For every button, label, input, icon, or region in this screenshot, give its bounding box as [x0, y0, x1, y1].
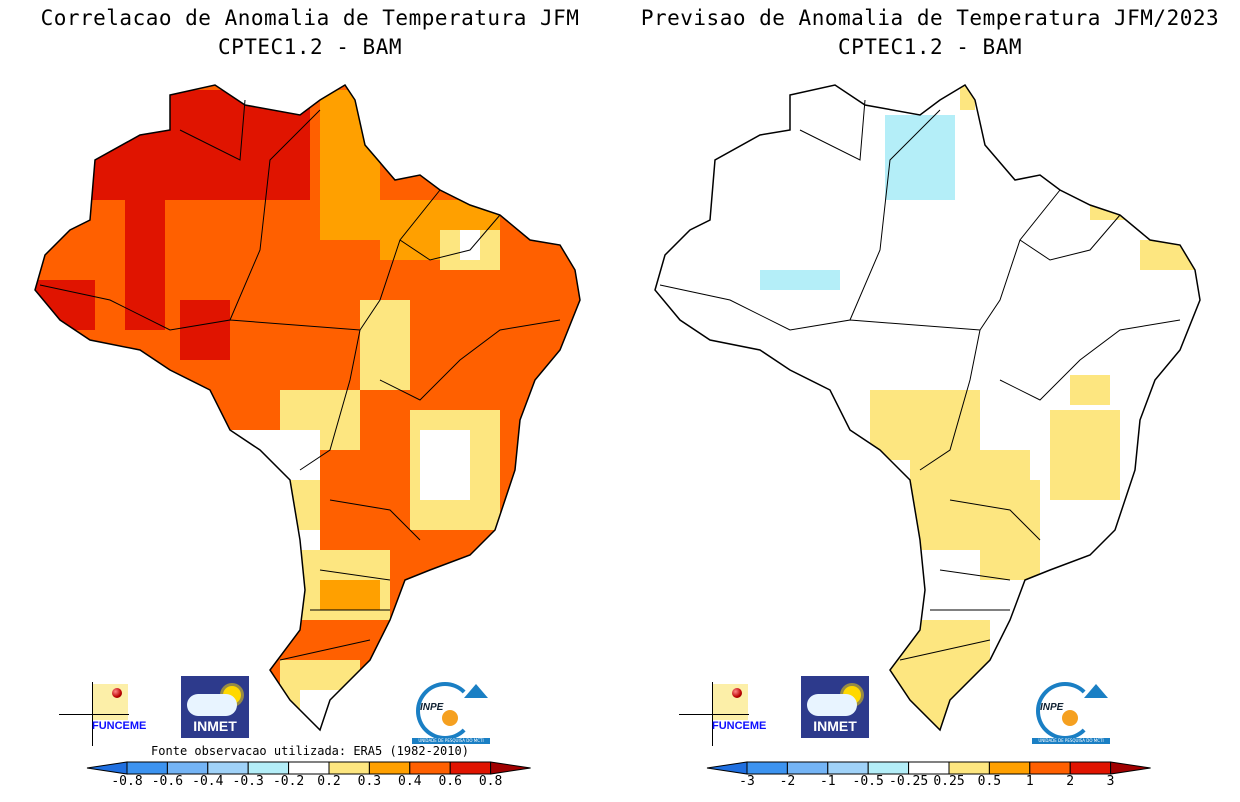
left-colorbar — [86, 761, 531, 775]
state-borders — [659, 99, 1181, 661]
colorbar-tick: -1 — [819, 774, 836, 789]
colorbar-segment — [867, 761, 910, 775]
colorbar-tick: 0.25 — [933, 774, 965, 789]
region-fill — [870, 390, 980, 460]
colorbar-segment — [1029, 761, 1071, 775]
region-fill — [320, 580, 380, 610]
left-colorbar-labels: -0.8 -0.6 -0.4 -0.3 -0.2 0.2 0.3 0.4 0.6… — [0, 774, 620, 790]
region-fill — [760, 270, 840, 290]
right-colorbar-labels: -3 -2 -1 -0.5 -0.25 0.25 0.5 1 2 3 — [620, 774, 1240, 790]
colorbar-tick: 3 — [1106, 774, 1115, 789]
colorbar-right-arrow — [1110, 761, 1151, 775]
colorbar-segment — [166, 761, 209, 775]
colorbar-segment — [409, 761, 451, 775]
region-fill — [360, 300, 410, 390]
inmet-text: INMET — [193, 718, 237, 734]
left-title-line1: Correlacao de Anomalia de Temperatura JF… — [40, 6, 580, 30]
colorbar-left-arrow — [706, 761, 748, 775]
colorbar-tick: -0.5 — [852, 774, 884, 789]
colorbar-tick: -0.4 — [192, 774, 224, 789]
inmet-logo: INMET — [801, 676, 869, 738]
left-correlation-map — [34, 84, 581, 731]
colorbar-segment — [126, 761, 168, 775]
colorbar-segment — [247, 761, 290, 775]
inpe-logo: INPE UNIDADE DE PESQUISA DO MCTI — [412, 680, 492, 744]
right-title-line2: CPTEC1.2 - BAM — [837, 35, 1022, 59]
state-borders — [39, 99, 561, 661]
colorbar-segment — [988, 761, 1031, 775]
colorbar-segment — [449, 761, 492, 775]
colorbar-tick: 0.5 — [977, 774, 1002, 789]
funceme-text: FUNCEME — [92, 720, 147, 732]
region-fill — [180, 300, 230, 360]
region-fill — [1050, 410, 1120, 500]
colorbar-tick: -0.3 — [232, 774, 264, 789]
region-fill — [420, 430, 470, 500]
colorbar-right-arrow — [490, 761, 531, 775]
inpe-subtext: UNIDADE DE PESQUISA DO MCTI — [1032, 738, 1110, 744]
region-fill — [1140, 240, 1200, 270]
colorbar-tick: -0.6 — [151, 774, 184, 789]
region-fill — [125, 180, 165, 330]
region-fill — [320, 90, 380, 240]
region-fill — [1070, 375, 1110, 405]
funceme-logo: FUNCEME — [674, 676, 766, 746]
right-map-title: Previsao de Anomalia de Temperatura JFM/… — [620, 4, 1240, 62]
funceme-text: FUNCEME — [712, 720, 767, 732]
inpe-logo: INPE UNIDADE DE PESQUISA DO MCTI — [1032, 680, 1112, 744]
colorbar-segment — [207, 761, 249, 775]
colorbar-tick: 0.8 — [478, 774, 503, 789]
inmet-logo: INMET — [181, 676, 249, 738]
inpe-text: INPE — [420, 702, 444, 713]
data-source-note: Fonte observacao utilizada: ERA5 (1982-2… — [151, 744, 469, 758]
colorbar-tick: 0.2 — [317, 774, 341, 789]
colorbar-tick: -3 — [739, 774, 755, 789]
inpe-text: INPE — [1040, 702, 1064, 713]
colorbar-segment — [786, 761, 829, 775]
colorbar-tick: 0.6 — [438, 774, 462, 789]
colorbar-segment — [1069, 761, 1112, 775]
funceme-logo: FUNCEME — [54, 676, 146, 746]
colorbar-tick: -0.2 — [272, 774, 305, 789]
region-fill — [980, 480, 1040, 580]
colorbar-tick: -2 — [779, 774, 796, 789]
colorbar-left-arrow — [86, 761, 128, 775]
colorbar-tick: 0.4 — [398, 774, 422, 789]
colorbar-segment — [908, 761, 950, 775]
left-title-line2: CPTEC1.2 - BAM — [217, 35, 402, 59]
colorbar-tick: 0.3 — [357, 774, 382, 789]
inpe-subtext: UNIDADE DE PESQUISA DO MCTI — [412, 738, 490, 744]
region-fill — [885, 115, 955, 200]
colorbar-tick: -0.25 — [889, 774, 929, 789]
left-map-title: Correlacao de Anomalia de Temperatura JF… — [0, 4, 620, 62]
colorbar-segment — [288, 761, 330, 775]
colorbar-tick: -0.8 — [111, 774, 143, 789]
right-title-line1: Previsao de Anomalia de Temperatura JFM/… — [640, 6, 1220, 30]
right-forecast-map — [654, 84, 1201, 731]
region-fill — [460, 230, 480, 260]
colorbar-segment — [948, 761, 990, 775]
colorbar-tick: 1 — [1025, 774, 1034, 789]
colorbar-segment — [328, 761, 370, 775]
colorbar-segment — [368, 761, 411, 775]
colorbar-segment — [746, 761, 788, 775]
colorbar-tick: 2 — [1066, 774, 1075, 789]
inmet-text: INMET — [813, 718, 857, 734]
region-fill — [880, 620, 990, 730]
right-colorbar — [706, 761, 1151, 775]
colorbar-segment — [827, 761, 869, 775]
